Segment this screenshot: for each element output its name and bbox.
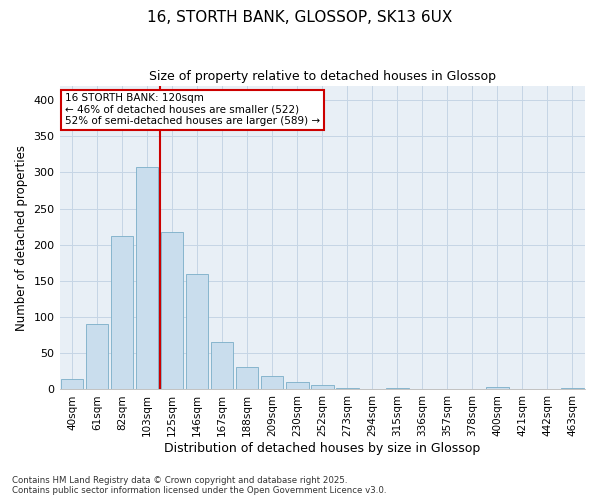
Bar xyxy=(286,382,308,390)
Y-axis label: Number of detached properties: Number of detached properties xyxy=(15,144,28,330)
Bar xyxy=(86,324,109,390)
Bar xyxy=(561,388,584,390)
Bar xyxy=(411,388,434,390)
X-axis label: Distribution of detached houses by size in Glossop: Distribution of detached houses by size … xyxy=(164,442,481,455)
Bar xyxy=(186,274,208,390)
Text: 16 STORTH BANK: 120sqm
← 46% of detached houses are smaller (522)
52% of semi-de: 16 STORTH BANK: 120sqm ← 46% of detached… xyxy=(65,93,320,126)
Bar xyxy=(336,388,359,390)
Bar xyxy=(136,168,158,390)
Text: Contains HM Land Registry data © Crown copyright and database right 2025.
Contai: Contains HM Land Registry data © Crown c… xyxy=(12,476,386,495)
Bar xyxy=(211,342,233,390)
Bar xyxy=(386,388,409,390)
Bar xyxy=(436,388,458,390)
Bar xyxy=(161,232,184,390)
Bar xyxy=(311,385,334,390)
Text: 16, STORTH BANK, GLOSSOP, SK13 6UX: 16, STORTH BANK, GLOSSOP, SK13 6UX xyxy=(148,10,452,25)
Bar xyxy=(261,376,283,390)
Bar xyxy=(111,236,133,390)
Bar xyxy=(61,378,83,390)
Title: Size of property relative to detached houses in Glossop: Size of property relative to detached ho… xyxy=(149,70,496,83)
Bar xyxy=(361,388,383,390)
Bar xyxy=(511,388,534,390)
Bar xyxy=(486,386,509,390)
Bar xyxy=(236,367,259,390)
